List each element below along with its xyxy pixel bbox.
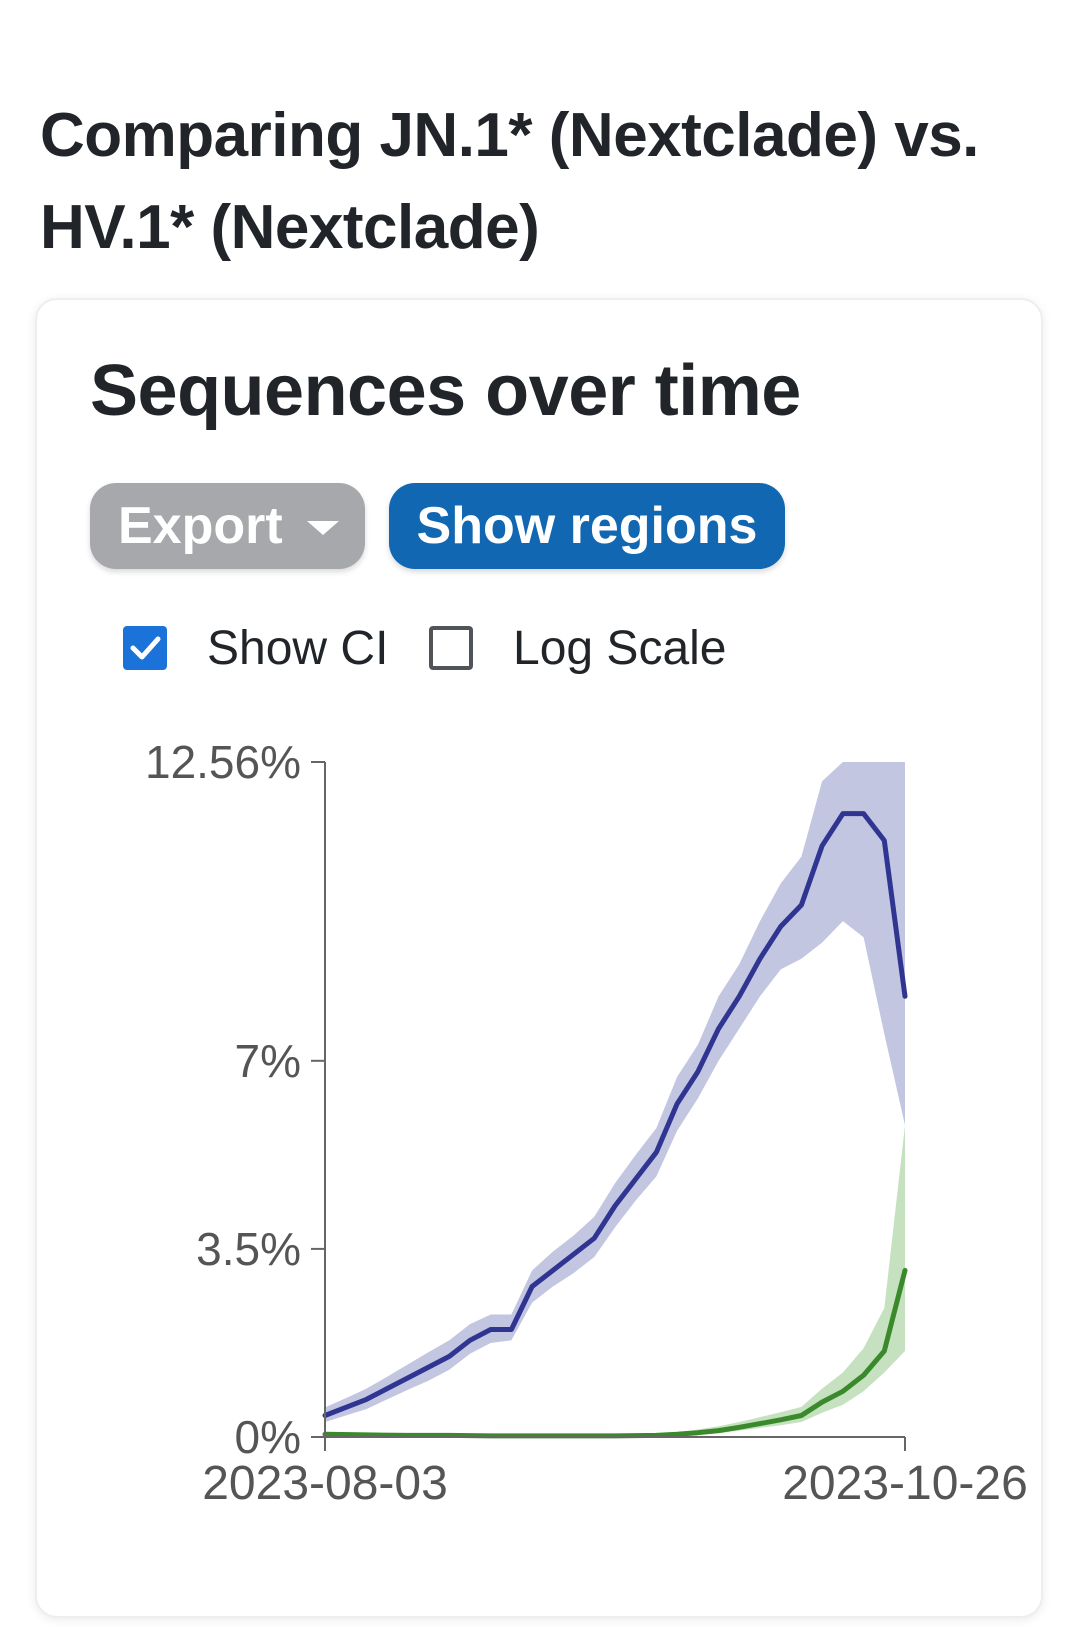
sequences-chart: 0% 3.5% 7% 12.56% 2023-08-03 2023-10-26 [145,736,1028,1510]
hv1-series-line [322,1267,908,1439]
page-title: Comparing JN.1* (Nextclade) vs. HV.1* (N… [40,101,979,262]
y-tick-label: 12.56% [145,740,301,788]
export-button-label: Export [118,497,283,555]
y-tick-label: 0% [235,1411,301,1463]
caret-down-icon [307,521,339,535]
sequences-card: Sequences over time Export Show regions … [35,298,1043,1618]
jn1-ci-band [325,762,905,1422]
x-tick-label: 2023-08-03 [202,1457,448,1510]
card-title: Sequences over time [90,351,801,431]
show-ci-checkbox[interactable] [123,626,167,670]
log-scale-option[interactable]: Log Scale [429,616,727,680]
export-button[interactable]: Export [90,483,365,569]
checkmark-icon [130,636,161,660]
show-ci-option[interactable]: Show CI [123,616,388,680]
y-tick-label: 3.5% [196,1223,301,1275]
log-scale-label: Log Scale [513,621,727,675]
x-tick-label: 2023-10-26 [782,1457,1028,1510]
show-regions-button[interactable]: Show regions [389,483,785,569]
show-ci-label: Show CI [207,621,389,675]
chart-area: 0% 3.5% 7% 12.56% 2023-08-03 2023-10-26 [37,736,1045,1620]
y-tick-label: 7% [235,1035,301,1087]
log-scale-checkbox[interactable] [429,626,473,670]
hv1-ci-band [325,1125,905,1437]
jn1-series-line [322,811,908,1418]
